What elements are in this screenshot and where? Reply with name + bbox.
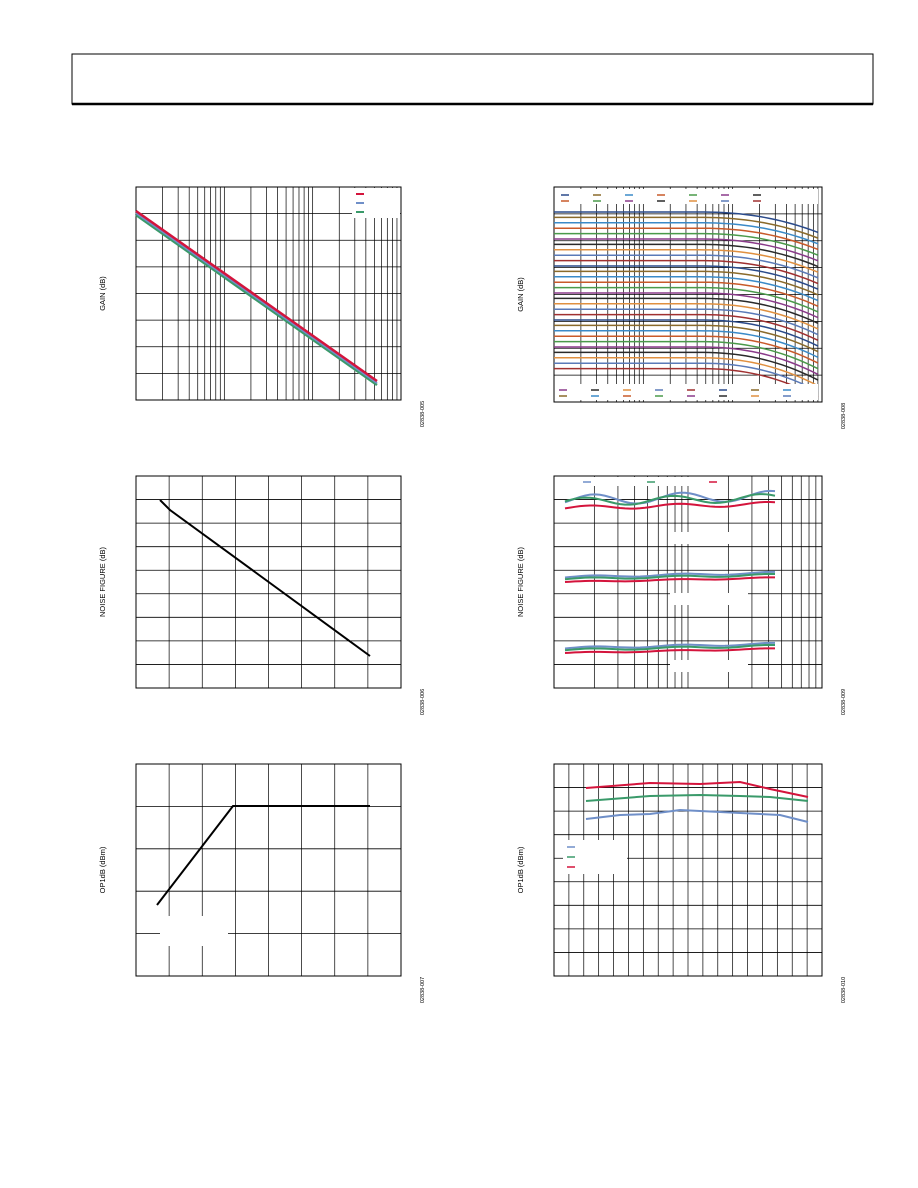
header-box xyxy=(71,53,874,105)
curve xyxy=(554,227,819,251)
curve xyxy=(554,313,819,342)
annotation-box xyxy=(670,532,748,544)
axis-label: GAIN (dB) xyxy=(98,276,107,311)
legend-box xyxy=(556,384,818,400)
figure: OP1dB (dBm) 02838-007 xyxy=(98,763,426,1003)
curve xyxy=(564,576,776,584)
curve xyxy=(554,324,819,353)
figures: GAIN (dB) 02838-005 GAIN (dB) 02838-008 NOIS… xyxy=(98,186,847,1003)
curve xyxy=(554,281,819,307)
figure-id: 02838-009 xyxy=(841,689,847,715)
curve xyxy=(554,340,819,370)
curve xyxy=(554,330,819,359)
curve xyxy=(554,351,819,381)
curve xyxy=(554,265,819,290)
axis-label: NOISE FIGURE (dB) xyxy=(98,546,107,617)
curve xyxy=(554,243,819,268)
curve xyxy=(554,254,819,279)
figure-id: 02838-005 xyxy=(420,401,426,427)
curve xyxy=(554,270,819,296)
curve xyxy=(554,259,819,285)
curve xyxy=(554,276,819,302)
curve xyxy=(554,238,819,262)
figure-id: 02838-008 xyxy=(841,403,847,429)
curve xyxy=(564,493,776,506)
curve xyxy=(554,346,819,376)
curve xyxy=(159,499,371,657)
annotation-box xyxy=(670,660,748,672)
curve xyxy=(135,209,378,383)
curve xyxy=(564,643,776,652)
curve xyxy=(135,213,378,387)
curve xyxy=(585,793,809,802)
curve xyxy=(554,367,819,398)
curve xyxy=(554,303,819,330)
curve xyxy=(564,500,776,510)
curve xyxy=(156,805,370,906)
curve xyxy=(554,335,819,364)
curve xyxy=(554,222,819,245)
axis-label: OP1dB (dBm) xyxy=(516,846,525,893)
curve xyxy=(554,362,819,393)
legend-box xyxy=(556,189,818,204)
curve xyxy=(554,357,819,387)
figure: GAIN (dB) 02838-005 xyxy=(98,186,426,427)
curve xyxy=(554,249,819,273)
curve xyxy=(554,232,819,256)
annotation-box xyxy=(670,593,748,605)
curve xyxy=(554,319,819,347)
figure-id: 02838-006 xyxy=(420,689,426,715)
figure-id: 02838-007 xyxy=(420,977,426,1003)
curve xyxy=(135,212,378,384)
axis-label: GAIN (dB) xyxy=(516,277,525,312)
axis-label: NOISE FIGURE (dB) xyxy=(516,546,525,617)
axis-label: OP1dB (dBm) xyxy=(98,846,107,893)
curve xyxy=(554,292,819,319)
curve xyxy=(564,572,776,581)
curve xyxy=(554,308,819,336)
curve xyxy=(564,570,776,579)
curve xyxy=(554,286,819,313)
curve xyxy=(554,297,819,324)
figure-id: 02838-010 xyxy=(841,977,847,1003)
curve xyxy=(585,808,809,823)
curve xyxy=(554,211,819,234)
legend-box xyxy=(570,477,720,486)
curve xyxy=(564,647,776,655)
figure: NOISE FIGURE (dB) 02838-009 xyxy=(516,475,847,715)
curve xyxy=(554,216,819,239)
annotation-box xyxy=(160,916,228,946)
curve xyxy=(585,780,809,798)
figure: NOISE FIGURE (dB) 02838-006 xyxy=(98,475,426,715)
curve xyxy=(564,641,776,650)
